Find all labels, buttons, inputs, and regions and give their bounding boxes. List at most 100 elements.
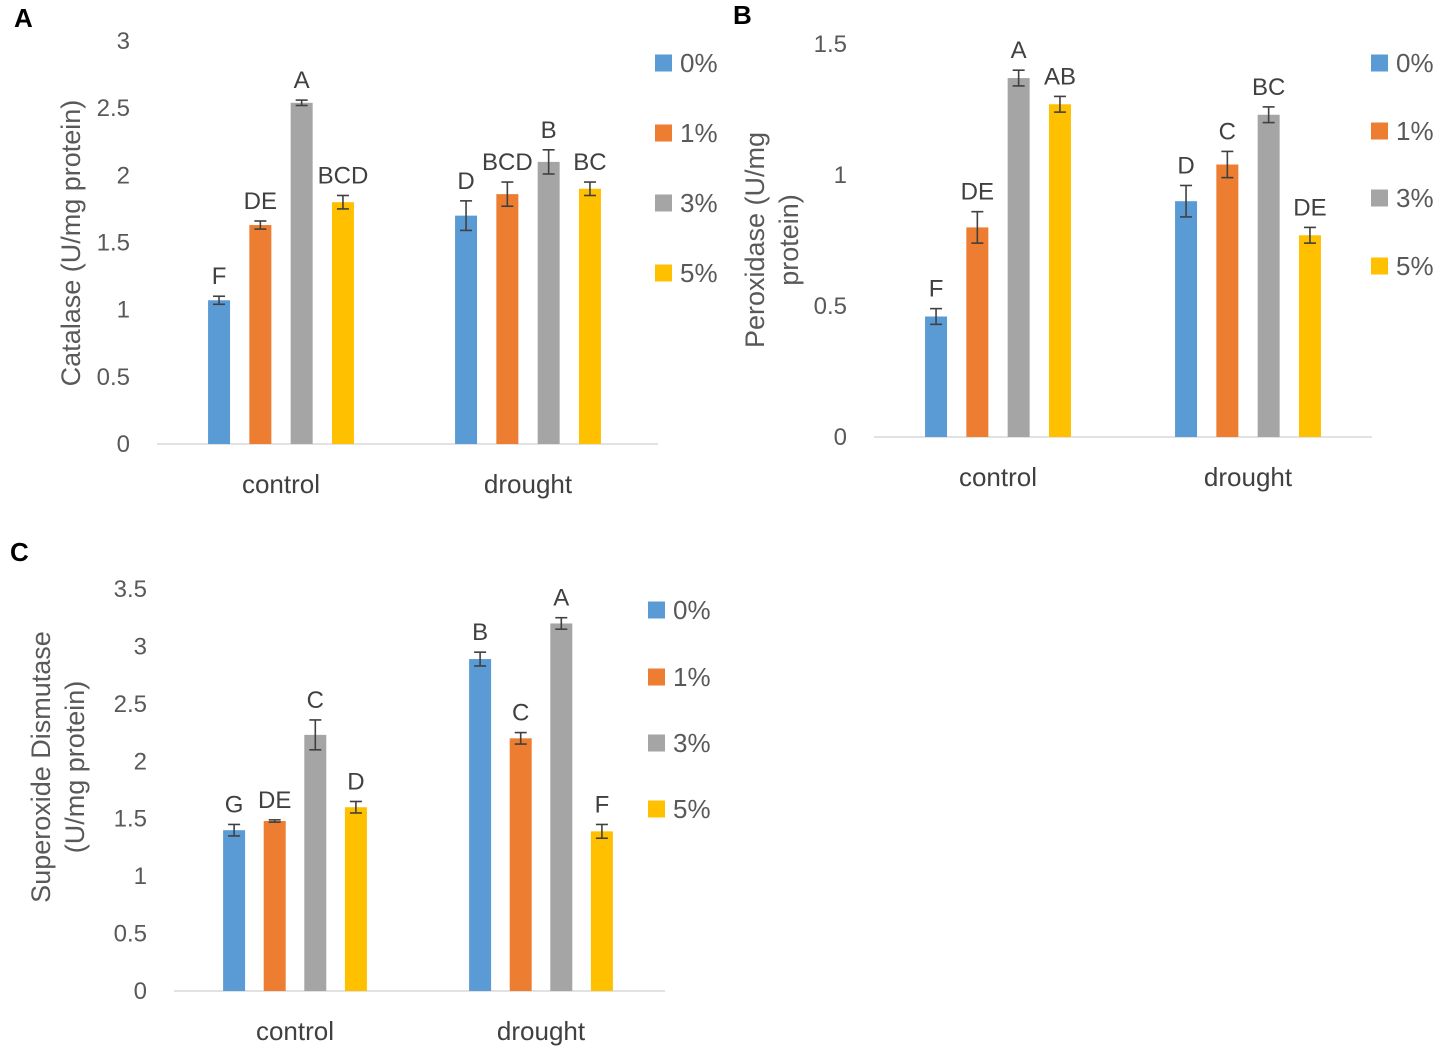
- error-bar: [460, 200, 473, 232]
- significance-letter: C: [512, 700, 529, 727]
- error-bar: [1053, 95, 1066, 113]
- significance-letter: DE: [961, 179, 994, 206]
- bar-control-1pct: [263, 821, 286, 991]
- bar-control-3pct: [290, 102, 313, 444]
- legend-swatch: [1371, 122, 1388, 140]
- legend-label: 0%: [1396, 48, 1434, 78]
- error-bar: [501, 181, 514, 208]
- bar-drought-5pct: [590, 831, 613, 991]
- error-bar: [228, 823, 241, 837]
- x-category-label: control: [256, 1016, 334, 1046]
- error-bar: [213, 295, 226, 306]
- legend-label: 5%: [1396, 251, 1434, 281]
- bar-drought-0pct: [455, 215, 478, 444]
- significance-letter: BCD: [318, 162, 369, 189]
- legend-swatch: [1371, 189, 1388, 207]
- legend-item-5pct: 5%: [648, 794, 711, 824]
- bar-control-0pct: [223, 830, 246, 991]
- bar-control-1pct: [966, 227, 989, 437]
- bar-control-3pct: [304, 734, 327, 991]
- error-bar: [336, 194, 349, 210]
- legend-label: 5%: [673, 794, 711, 824]
- legend-swatch: [648, 734, 665, 752]
- legend-swatch: [655, 264, 672, 282]
- bar-control-5pct: [331, 202, 354, 444]
- error-bar: [514, 731, 527, 745]
- legend-label: 0%: [673, 595, 711, 625]
- y-tick-label: 0.5: [97, 364, 130, 391]
- legend-swatch: [655, 194, 672, 212]
- error-bar: [474, 651, 487, 667]
- significance-letter: F: [595, 791, 610, 818]
- significance-letter: D: [1177, 152, 1194, 179]
- panel-letter: B: [733, 0, 752, 30]
- bar-control-1pct: [249, 225, 272, 444]
- y-tick-label: 0.5: [114, 921, 147, 948]
- significance-letter: A: [294, 67, 310, 94]
- legend-item-0pct: 0%: [1371, 48, 1434, 78]
- legend-swatch: [1371, 54, 1388, 72]
- y-tick-label: 1.5: [114, 806, 147, 833]
- bar-control-0pct: [208, 300, 231, 444]
- error-bar: [309, 719, 322, 751]
- error-bar: [254, 220, 267, 230]
- error-bar: [268, 819, 281, 823]
- legend-swatch: [1371, 257, 1388, 275]
- y-axis-label: Catalase (U/mg protein): [56, 100, 86, 387]
- x-category-label: control: [959, 462, 1037, 492]
- legend-label: 3%: [673, 728, 711, 758]
- error-bar: [1180, 184, 1193, 218]
- bar-drought-3pct: [550, 623, 573, 991]
- bar-control-5pct: [344, 807, 367, 991]
- y-tick-label: 0.5: [814, 293, 847, 320]
- legend-item-1pct: 1%: [655, 118, 718, 148]
- bar-drought-5pct: [1298, 235, 1321, 437]
- legend-label: 0%: [680, 48, 718, 78]
- error-bar: [1303, 226, 1316, 244]
- significance-letter: AB: [1044, 63, 1076, 90]
- significance-letter: D: [457, 168, 474, 195]
- significance-letter: DE: [258, 787, 291, 814]
- bar-control-3pct: [1007, 78, 1030, 437]
- bar-drought-1pct: [496, 194, 519, 444]
- legend-swatch: [655, 124, 672, 142]
- legend-item-0pct: 0%: [655, 48, 718, 78]
- y-tick-label: 2.5: [114, 691, 147, 718]
- y-tick-label: 0: [834, 424, 847, 451]
- error-bar: [595, 823, 608, 840]
- significance-letter: B: [541, 117, 557, 144]
- y-tick-label: 1: [117, 297, 130, 324]
- bar-drought-3pct: [1257, 114, 1280, 438]
- y-tick-label: 1: [834, 162, 847, 189]
- y-tick-label: 3: [117, 28, 130, 55]
- y-tick-label: 0: [117, 431, 130, 458]
- error-bar: [542, 149, 555, 175]
- bar-drought-3pct: [537, 161, 560, 444]
- error-bar: [1262, 106, 1275, 124]
- legend-swatch: [655, 54, 672, 72]
- legend-item-3pct: 3%: [1371, 183, 1434, 213]
- error-bar: [295, 99, 308, 107]
- y-tick-label: 1.5: [97, 230, 130, 257]
- legend-item-5pct: 5%: [1371, 251, 1434, 281]
- legend-label: 3%: [680, 188, 718, 218]
- significance-letter: A: [553, 585, 569, 612]
- error-bar: [555, 616, 568, 631]
- panel-letter: C: [10, 537, 29, 567]
- legend-item-1pct: 1%: [648, 662, 711, 692]
- y-tick-label: 2: [134, 748, 147, 775]
- legend-item-3pct: 3%: [648, 728, 711, 758]
- x-category-label: drought: [484, 469, 573, 499]
- bar-drought-0pct: [469, 659, 492, 991]
- significance-letter: BC: [573, 149, 606, 176]
- significance-letter: DE: [244, 188, 277, 215]
- y-tick-label: 3.5: [114, 576, 147, 603]
- error-bar: [1221, 150, 1234, 179]
- significance-letter: B: [472, 619, 488, 646]
- y-axis-label: Peroxidase (U/mg protein): [740, 132, 804, 348]
- legend-label: 1%: [673, 662, 711, 692]
- chart-panel-a: A 0 0.5 1 1.5 2 2.5 3 Catalase (U/mg protein) con…: [14, 3, 718, 499]
- legend-label: 1%: [680, 118, 718, 148]
- y-axis-label: Superoxide Dismutase (U/mg protein): [26, 631, 90, 903]
